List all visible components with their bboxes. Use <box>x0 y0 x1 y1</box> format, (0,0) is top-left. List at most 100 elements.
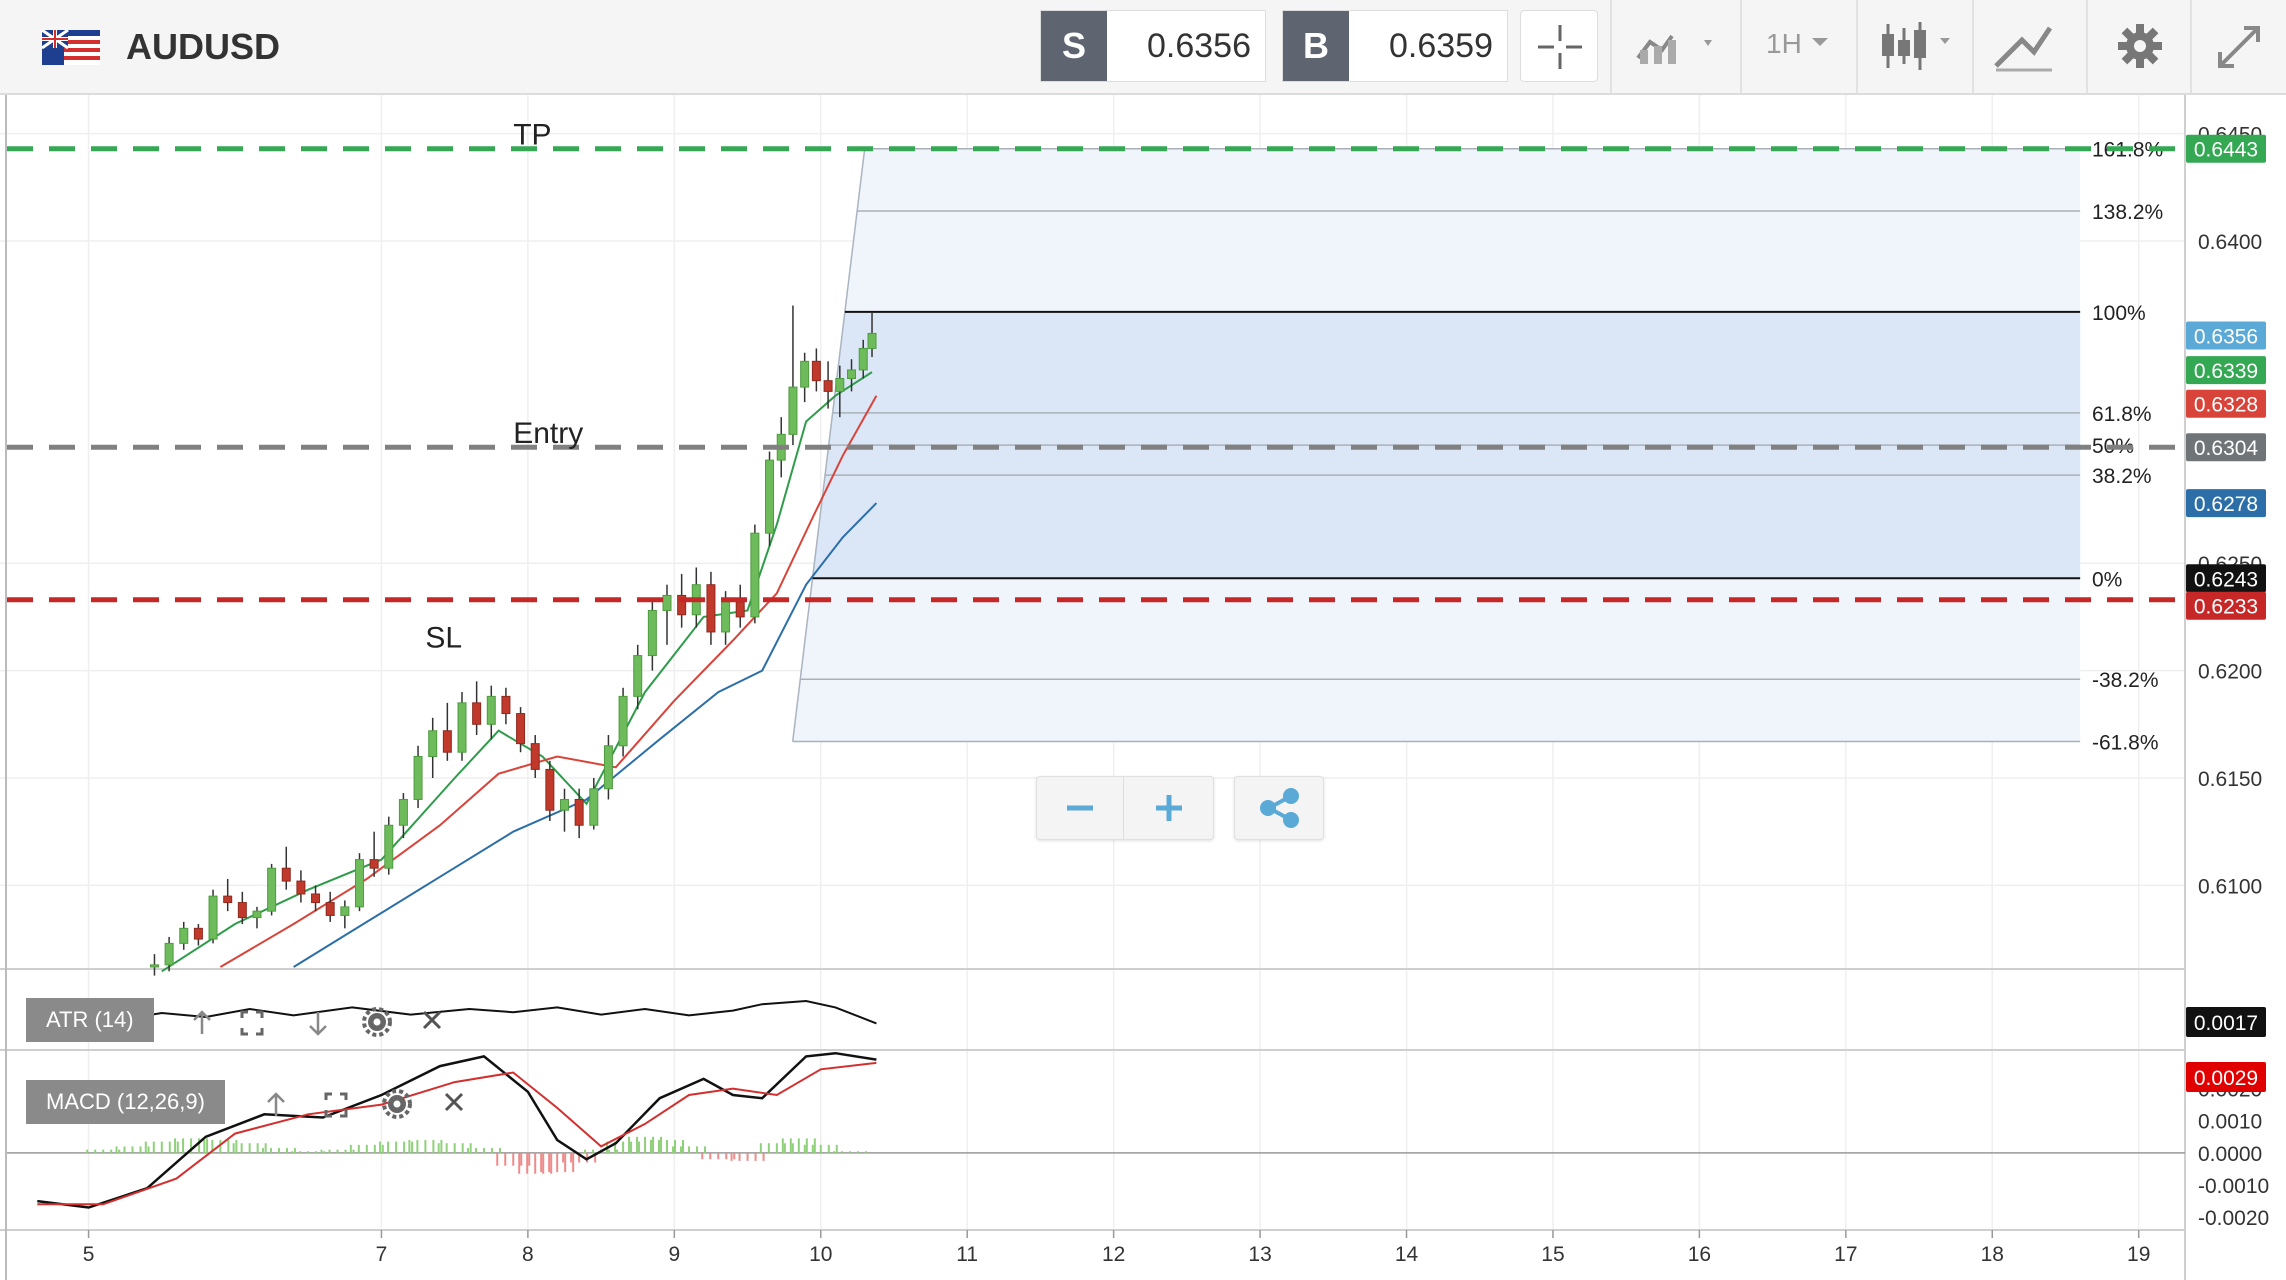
candle <box>545 760 555 821</box>
candle-body <box>486 695 496 725</box>
chart-type-icon <box>1636 34 1712 64</box>
price-label-badge: 0.6304 <box>2186 433 2266 462</box>
candle <box>835 365 845 418</box>
toolbar-separator <box>1740 0 1742 93</box>
candle <box>858 339 868 379</box>
macd-label[interactable]: MACD (12,26,9) <box>26 1080 225 1124</box>
timeframe-label: 1H <box>1766 28 1802 59</box>
candle <box>369 831 379 877</box>
macd-controls <box>267 1089 464 1119</box>
toolbar-separator <box>1856 0 1858 93</box>
fullscreen-button[interactable] <box>2200 10 2280 82</box>
candle-body <box>413 756 423 800</box>
moving-average-line <box>161 371 873 973</box>
atr-label[interactable]: ATR (14) <box>26 998 154 1042</box>
candle-body <box>530 743 540 770</box>
candle <box>560 788 569 832</box>
candle-body <box>398 798 408 826</box>
time-tick-label: 19 <box>2127 1243 2150 1266</box>
buy-tag: B <box>1283 11 1349 81</box>
candle-body <box>208 895 218 940</box>
candle <box>252 906 262 929</box>
price-label-badge: 0.6243 <box>2186 564 2266 593</box>
expand-icon[interactable] <box>240 1010 264 1036</box>
gear-icon[interactable] <box>362 1007 392 1037</box>
arrow-up-icon[interactable] <box>267 1092 285 1116</box>
candle <box>472 681 482 736</box>
price-label-text: 0.6443 <box>2194 139 2258 162</box>
moving-averages <box>161 371 878 973</box>
trade-levels[interactable]: TP Entry SL <box>7 119 2180 655</box>
candle <box>788 305 798 446</box>
settings-button[interactable] <box>2096 10 2184 82</box>
candle-body <box>501 695 511 715</box>
candle <box>811 348 821 392</box>
candle-body <box>647 609 657 657</box>
time-tick-label: 17 <box>1834 1243 1857 1266</box>
candle-body <box>311 893 321 904</box>
macd-signal-line <box>37 1061 877 1206</box>
price-label-bg <box>2186 134 2266 163</box>
arrow-down-icon[interactable] <box>309 1012 327 1036</box>
chevron-down-icon <box>1812 38 1828 46</box>
time-tick-label: 13 <box>1248 1243 1271 1266</box>
trade-level-label: SL <box>425 622 462 655</box>
candle-body <box>847 369 857 380</box>
price-label-bg <box>2186 321 2266 350</box>
macd-tick-label: -0.0020 <box>2198 1207 2269 1230</box>
candle-body <box>765 459 775 534</box>
candle-body <box>179 927 189 944</box>
close-icon[interactable] <box>444 1092 464 1112</box>
price-label-text: 0.6339 <box>2194 360 2258 383</box>
toolbar-separator <box>1610 0 1612 93</box>
candle-body <box>662 594 672 611</box>
candle-body <box>296 880 306 895</box>
trade-level-label: Entry <box>513 417 583 450</box>
candle <box>706 571 716 645</box>
candle <box>164 936 174 972</box>
candle-body <box>618 695 628 747</box>
time-tick-label: 10 <box>809 1243 832 1266</box>
crosshair-button[interactable] <box>1520 10 1598 82</box>
zoom-in-button[interactable] <box>1125 777 1213 839</box>
candle-body <box>252 910 262 919</box>
macd-tick-label: 0.0000 <box>2198 1143 2262 1166</box>
chart-type-button[interactable] <box>1620 10 1730 82</box>
macd-value: 0.0029 <box>2194 1067 2258 1090</box>
candle <box>311 885 321 912</box>
indicators-button[interactable] <box>1866 10 1966 82</box>
fib-level-label: 100% <box>2092 302 2146 325</box>
macd-line <box>37 1051 877 1209</box>
buy-button[interactable]: B 0.6359 <box>1282 10 1508 82</box>
candle <box>457 692 467 761</box>
close-icon[interactable] <box>422 1010 442 1030</box>
price-chart[interactable]: 161.8%138.2%100%61.8%50%38.2%0%-38.2%-61… <box>0 95 2286 1280</box>
candle <box>237 891 247 925</box>
candle-body <box>237 902 247 919</box>
arrow-up-icon[interactable] <box>193 1010 211 1034</box>
candle-body <box>633 655 643 697</box>
time-tick-label: 8 <box>522 1243 534 1266</box>
candle <box>208 889 218 944</box>
buy-price: 0.6359 <box>1389 27 1493 65</box>
candle <box>384 816 394 875</box>
timeframe-dropdown[interactable]: 1H <box>1750 10 1850 82</box>
zoom-out-button[interactable] <box>1037 777 1124 839</box>
gear-icon[interactable] <box>382 1089 412 1119</box>
expand-icon[interactable] <box>324 1092 348 1118</box>
price-label-text: 0.6356 <box>2194 326 2258 349</box>
moving-average-line <box>219 395 878 968</box>
candle <box>340 900 350 929</box>
time-tick-label: 14 <box>1395 1243 1419 1266</box>
sell-button[interactable]: S 0.6356 <box>1040 10 1266 82</box>
drawing-tools-button[interactable] <box>1982 10 2066 82</box>
candle-body <box>281 867 291 882</box>
candle-body <box>574 798 584 826</box>
price-tick-label: 0.6100 <box>2198 875 2262 898</box>
price-label-bg <box>2186 591 2266 620</box>
price-label-badge: 0.6233 <box>2186 591 2266 620</box>
share-button[interactable] <box>1234 776 1324 840</box>
price-tick-label: 0.6150 <box>2198 768 2262 791</box>
candle-body <box>223 895 233 904</box>
